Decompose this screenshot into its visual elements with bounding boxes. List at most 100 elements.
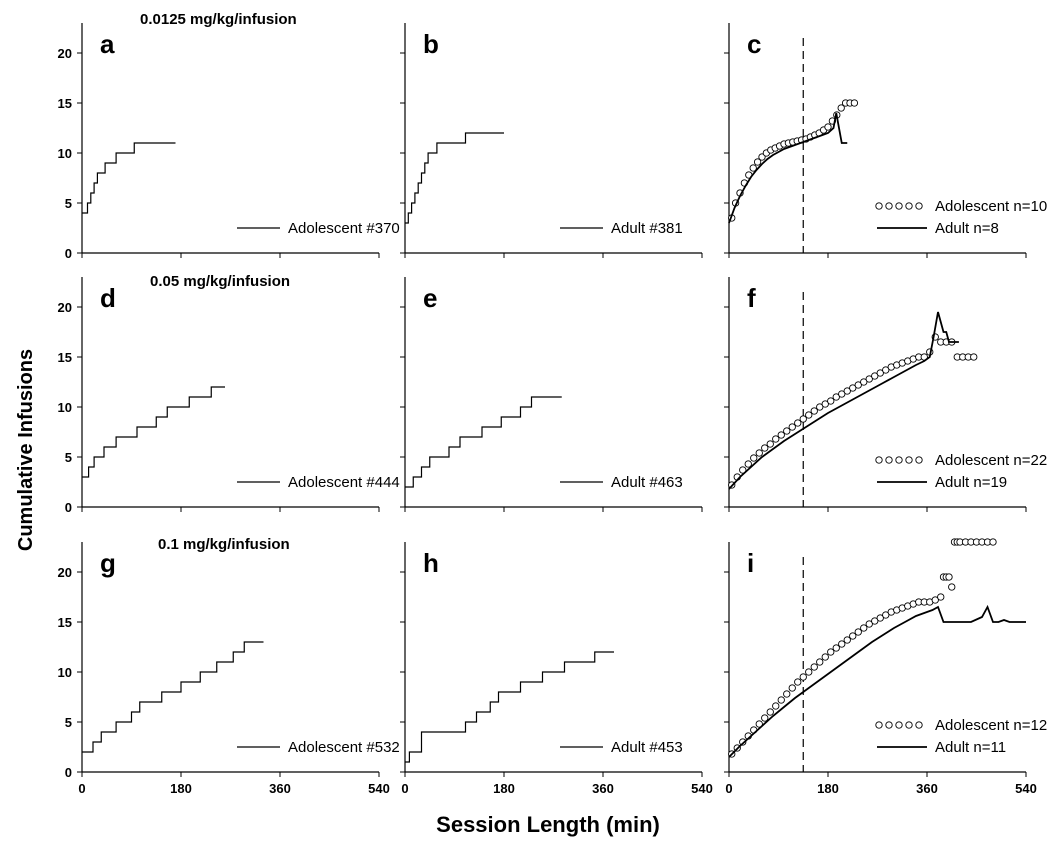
dose-label-2: 0.05 mg/kg/infusion	[150, 273, 290, 290]
y-tick-label: 10	[58, 665, 72, 680]
data-point	[755, 449, 763, 457]
panel-letter: e	[423, 283, 437, 313]
legend-marker	[915, 456, 923, 464]
data-point	[766, 440, 774, 448]
legend-label: Adolescent #370	[288, 220, 400, 237]
data-point	[821, 400, 829, 408]
data-point	[739, 738, 747, 746]
data-point	[761, 444, 769, 452]
data-point	[860, 378, 868, 386]
panel-c: c Adolescent n=10 Adult n=8	[724, 23, 1047, 258]
x-tick-label: 0	[401, 781, 408, 796]
data-point	[832, 644, 840, 652]
legend-marker	[885, 721, 893, 729]
panel-letter: g	[100, 548, 116, 578]
y-tick-label: 0	[65, 765, 72, 780]
legend-label: Adult n=19	[935, 474, 1007, 491]
data-point	[772, 435, 780, 443]
data-point	[816, 403, 824, 411]
panel-letter: f	[747, 283, 756, 313]
y-axis-label: Cumulative Infusions	[15, 349, 37, 551]
legend-label: Adolescent #444	[288, 474, 400, 491]
legend-label: Adult #463	[611, 474, 683, 491]
y-tick-label: 20	[58, 300, 72, 315]
data-point	[810, 407, 818, 415]
series-line	[82, 641, 264, 753]
legend-marker	[915, 202, 923, 210]
panel-letter: i	[747, 548, 754, 578]
legend-label: Adult #381	[611, 220, 683, 237]
series-line	[405, 651, 614, 763]
data-point	[758, 153, 766, 161]
x-tick-label: 0	[78, 781, 85, 796]
legend-label: Adult n=8	[935, 220, 999, 237]
x-tick-label: 540	[691, 781, 713, 796]
legend-label: Adult #453	[611, 739, 683, 756]
legend-marker	[895, 456, 903, 464]
data-point	[788, 684, 796, 692]
dose-label-1: 0.0125 mg/kg/infusion	[140, 11, 297, 28]
legend-marker	[895, 202, 903, 210]
data-point	[945, 573, 953, 581]
data-point	[849, 632, 857, 640]
panel-g: 0 5 10 15 20 0 180 360 540 g Adolescent #532	[58, 542, 400, 796]
data-point	[837, 104, 845, 112]
data-point	[810, 663, 818, 671]
y-tick-label: 10	[58, 400, 72, 415]
panel-f: f Adolescent n=22 Adult n=19	[724, 277, 1047, 512]
data-point	[882, 611, 890, 619]
data-point	[827, 397, 835, 405]
data-point	[843, 387, 851, 395]
series-line	[82, 142, 176, 214]
data-point	[744, 460, 752, 468]
legend-marker	[895, 721, 903, 729]
data-point	[871, 617, 879, 625]
panel-letter: h	[423, 548, 439, 578]
panel-letter: d	[100, 283, 116, 313]
x-tick-label: 360	[592, 781, 614, 796]
panel-letter: b	[423, 29, 439, 59]
data-point	[821, 653, 829, 661]
series-line	[405, 132, 504, 224]
data-point	[753, 158, 762, 166]
data-point	[788, 423, 796, 431]
data-point	[970, 353, 978, 361]
legend-marker	[885, 202, 893, 210]
x-tick-label: 540	[1015, 781, 1037, 796]
x-tick-label: 0	[725, 781, 732, 796]
y-tick-label: 5	[65, 450, 72, 465]
data-point	[838, 390, 846, 398]
legend-label: Adult n=11	[935, 739, 1006, 756]
data-point	[824, 123, 832, 131]
panel-i: 0 180 360 540 i Adolescent n=12 Adult n=11	[724, 538, 1047, 796]
y-tick-label: 10	[58, 146, 72, 161]
legend-marker	[905, 721, 913, 729]
data-point	[876, 614, 884, 622]
data-point	[777, 696, 785, 704]
data-point	[805, 411, 813, 419]
x-tick-label: 360	[269, 781, 291, 796]
y-tick-label: 5	[65, 196, 72, 211]
y-tick-label: 20	[58, 565, 72, 580]
y-tick-label: 15	[58, 615, 72, 630]
data-point	[865, 620, 873, 628]
legend-marker	[875, 456, 883, 464]
data-point	[761, 714, 769, 722]
data-point	[838, 640, 846, 648]
panel-e: e Adult #463	[400, 277, 703, 512]
data-point	[854, 381, 862, 389]
legend-label: Adolescent n=22	[935, 452, 1047, 469]
y-tick-label: 0	[65, 500, 72, 515]
series-line	[405, 396, 562, 488]
y-tick-label: 15	[58, 350, 72, 365]
series-line	[728, 604, 1026, 758]
data-point	[843, 636, 851, 644]
data-point	[783, 427, 791, 435]
legend-marker	[905, 456, 913, 464]
data-point	[799, 415, 807, 423]
data-point	[860, 624, 868, 632]
x-tick-label: 180	[493, 781, 515, 796]
data-point	[989, 538, 997, 546]
data-point	[849, 384, 857, 392]
